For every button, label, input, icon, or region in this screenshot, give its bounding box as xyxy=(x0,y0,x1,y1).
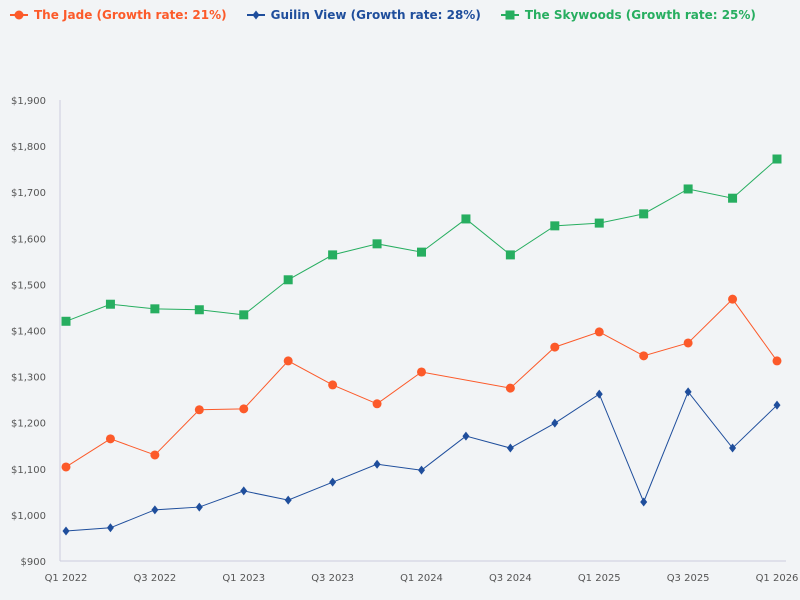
legend: The Jade (Growth rate: 21%) Guilin View (… xyxy=(10,8,756,22)
data-point-guilin-view xyxy=(106,523,114,533)
data-point-guilin-view xyxy=(284,495,292,505)
diamond-marker-icon xyxy=(246,10,265,20)
data-point-the-skywoods xyxy=(372,239,382,249)
y-tick-label: $1,000 xyxy=(11,511,46,522)
x-tick-label: Q1 2023 xyxy=(222,573,265,584)
data-point-the-jade xyxy=(239,404,249,414)
x-tick-label: Q3 2023 xyxy=(311,573,354,584)
legend-item-guilin-view[interactable]: Guilin View (Growth rate: 28%) xyxy=(246,8,481,22)
legend-label: The Skywoods (Growth rate: 25%) xyxy=(524,8,756,22)
square-marker-icon xyxy=(500,10,519,20)
x-tick-label: Q1 2025 xyxy=(578,573,621,584)
legend-item-the-skywoods[interactable]: The Skywoods (Growth rate: 25%) xyxy=(500,8,756,22)
data-point-guilin-view xyxy=(773,400,781,410)
y-tick-label: $1,400 xyxy=(11,327,46,338)
y-tick-label: $1,800 xyxy=(11,142,46,153)
data-point-the-jade xyxy=(283,356,293,366)
data-point-guilin-view xyxy=(640,497,648,507)
x-tick-label: Q3 2022 xyxy=(133,573,176,584)
legend-label: The Jade (Growth rate: 21%) xyxy=(34,8,227,22)
data-point-the-jade xyxy=(61,462,71,472)
series-line-guilin-view xyxy=(65,390,778,532)
data-point-guilin-view xyxy=(729,443,737,453)
data-point-the-skywoods xyxy=(417,247,426,257)
data-point-the-skywoods xyxy=(328,250,338,260)
data-point-guilin-view xyxy=(62,526,70,536)
data-point-the-skywoods xyxy=(639,209,649,219)
x-tick-label: Q3 2025 xyxy=(667,573,710,584)
data-point-the-skywoods xyxy=(239,310,249,320)
data-point-the-jade xyxy=(594,327,604,337)
data-point-the-jade xyxy=(194,405,204,415)
data-point-the-skywoods xyxy=(683,184,693,194)
legend-item-the-jade[interactable]: The Jade (Growth rate: 21%) xyxy=(10,8,227,22)
data-point-the-jade xyxy=(105,434,115,444)
y-tick-label: $1,600 xyxy=(11,234,46,245)
y-tick-label: $1,700 xyxy=(11,188,46,199)
data-point-guilin-view xyxy=(151,505,159,515)
data-point-the-jade xyxy=(550,342,560,352)
data-point-the-skywoods xyxy=(505,250,515,260)
data-point-the-jade xyxy=(639,351,649,361)
data-point-guilin-view xyxy=(462,431,470,441)
data-point-guilin-view xyxy=(551,418,559,428)
y-tick-label: $1,200 xyxy=(11,419,46,430)
data-point-guilin-view xyxy=(506,443,514,453)
data-point-the-jade xyxy=(150,450,160,460)
data-point-the-jade xyxy=(372,399,382,409)
data-point-guilin-view xyxy=(195,502,203,512)
series-line-the-jade xyxy=(65,298,778,468)
y-tick-label: $1,300 xyxy=(11,373,46,384)
data-point-the-skywoods xyxy=(594,218,604,228)
data-point-guilin-view xyxy=(684,387,692,397)
legend-label: Guilin View (Growth rate: 28%) xyxy=(270,8,481,22)
data-point-the-skywoods xyxy=(194,305,204,315)
data-point-the-jade xyxy=(505,383,515,393)
y-tick-label: $1,500 xyxy=(11,280,46,291)
x-tick-label: Q1 2026 xyxy=(756,573,799,584)
y-tick-label: $1,900 xyxy=(11,96,46,107)
x-tick-label: Q1 2022 xyxy=(45,573,88,584)
data-point-guilin-view xyxy=(240,486,248,496)
y-tick-label: $900 xyxy=(21,557,46,568)
data-point-the-skywoods xyxy=(105,299,115,309)
circle-marker-icon xyxy=(10,10,28,20)
x-tick-label: Q1 2024 xyxy=(400,573,443,584)
data-point-the-skywoods xyxy=(550,221,560,231)
data-point-the-jade xyxy=(772,356,782,366)
data-point-the-jade xyxy=(417,367,426,377)
data-point-the-jade xyxy=(683,338,693,348)
data-point-the-skywoods xyxy=(772,154,782,164)
data-point-the-skywoods xyxy=(461,214,471,224)
data-point-the-skywoods xyxy=(728,193,738,203)
data-point-guilin-view xyxy=(373,459,381,469)
series-line-the-skywoods xyxy=(65,158,778,322)
data-point-the-jade xyxy=(728,294,738,304)
data-point-guilin-view xyxy=(329,477,337,487)
data-point-the-jade xyxy=(328,380,338,390)
data-point-guilin-view xyxy=(595,389,603,399)
data-point-the-skywoods xyxy=(150,304,160,314)
data-point-the-skywoods xyxy=(283,275,293,285)
data-point-guilin-view xyxy=(418,465,425,475)
y-tick-label: $1,100 xyxy=(11,465,46,476)
x-tick-label: Q3 2024 xyxy=(489,573,532,584)
data-point-the-skywoods xyxy=(61,316,71,326)
